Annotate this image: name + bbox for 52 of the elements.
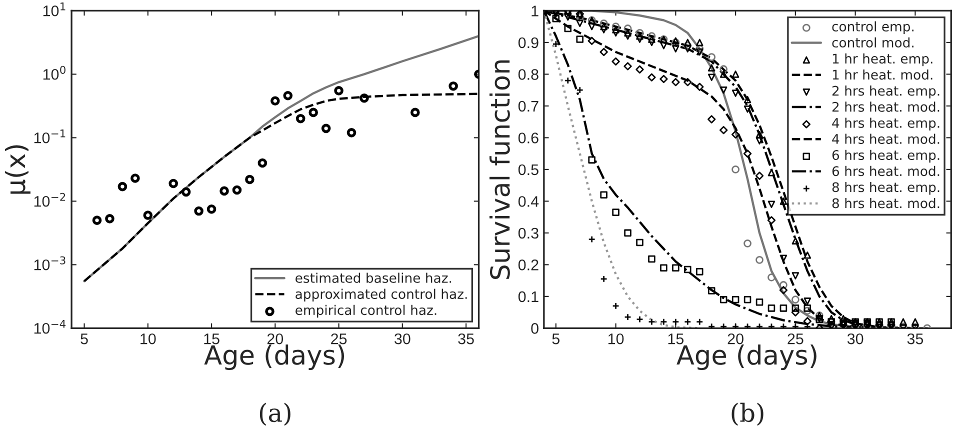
x-tick-label: 35	[458, 333, 474, 344]
y-tick-label: 10$^{1}$	[43, 2, 66, 16]
x-tick-label: 20	[728, 333, 744, 344]
y-tick-label: 0.7	[518, 100, 538, 112]
y-tick-label: 0.6	[518, 132, 538, 144]
legend-label: 1 hr heat. mod.	[832, 69, 932, 80]
legend-label: 6 hrs heat. emp.	[832, 150, 940, 163]
text: (b)	[732, 402, 764, 426]
legend-label: 4 hrs heat. mod.	[832, 134, 940, 144]
y-axis-title: Survival function	[490, 60, 510, 280]
legend-label: approximated control haz.	[296, 288, 467, 302]
x-tick-label: 30	[847, 333, 864, 344]
legend-label: 6 hrs heat. mod.	[832, 166, 940, 176]
y-tick-label: 0.8	[518, 69, 538, 80]
x-tick-label: 25	[331, 333, 347, 344]
legend-label: 2 hrs heat. mod.	[832, 102, 940, 112]
x-tick-label: 10	[140, 333, 156, 344]
x-axis-title: Age (days)	[204, 344, 344, 370]
legend-label: estimated baseline haz.	[296, 272, 452, 283]
y-tick-label: 10$^{−1}$	[34, 129, 66, 144]
x-tick-label: 30	[394, 333, 410, 344]
x-tick-label: 15	[204, 334, 220, 344]
y-tick-label: 10$^{−4}$	[34, 320, 66, 334]
x-tick-label: 5	[552, 334, 560, 344]
y-axis-title: μ(x)	[4, 145, 30, 194]
y-tick-label: 0.3	[518, 228, 538, 239]
legend-label: control emp.	[832, 21, 914, 34]
legend-label: 8 hrs heat. mod.	[832, 198, 940, 208]
y-tick-label: 0.1	[518, 291, 538, 302]
x-tick-label: 25	[788, 333, 804, 344]
legend-label: empirical control haz.	[296, 304, 436, 318]
legend-label: 4 hrs heat. emp.	[832, 118, 940, 130]
y-tick-label: 0.9	[518, 37, 538, 48]
y-tick-label: 1	[532, 6, 538, 16]
legend-label: control mod.	[832, 37, 914, 48]
x-tick-label: 5	[80, 334, 88, 344]
y-tick-label: 10$^{0}$	[43, 66, 66, 80]
x-tick-label: 15	[668, 334, 684, 344]
legend-label: 8 hrs heat. emp.	[832, 182, 940, 195]
legend-label: 2 hrs heat. emp.	[832, 86, 940, 98]
y-tick-label: 0.5	[518, 164, 538, 176]
y-tick-label: 0.4	[518, 196, 539, 207]
y-tick-label: 10$^{−2}$	[34, 192, 66, 207]
x-tick-label: 35	[907, 333, 924, 344]
legend-label: 1 hr heat. emp.	[832, 53, 932, 66]
x-tick-label: 20	[267, 333, 284, 344]
text: (a)	[260, 402, 290, 426]
x-tick-label: 10	[608, 333, 624, 344]
x-axis-title: Age (days)	[676, 344, 816, 370]
y-tick-label: 10$^{−3}$	[34, 256, 66, 270]
y-tick-label: 0.2	[518, 260, 538, 270]
y-tick-label: 0	[531, 323, 538, 334]
